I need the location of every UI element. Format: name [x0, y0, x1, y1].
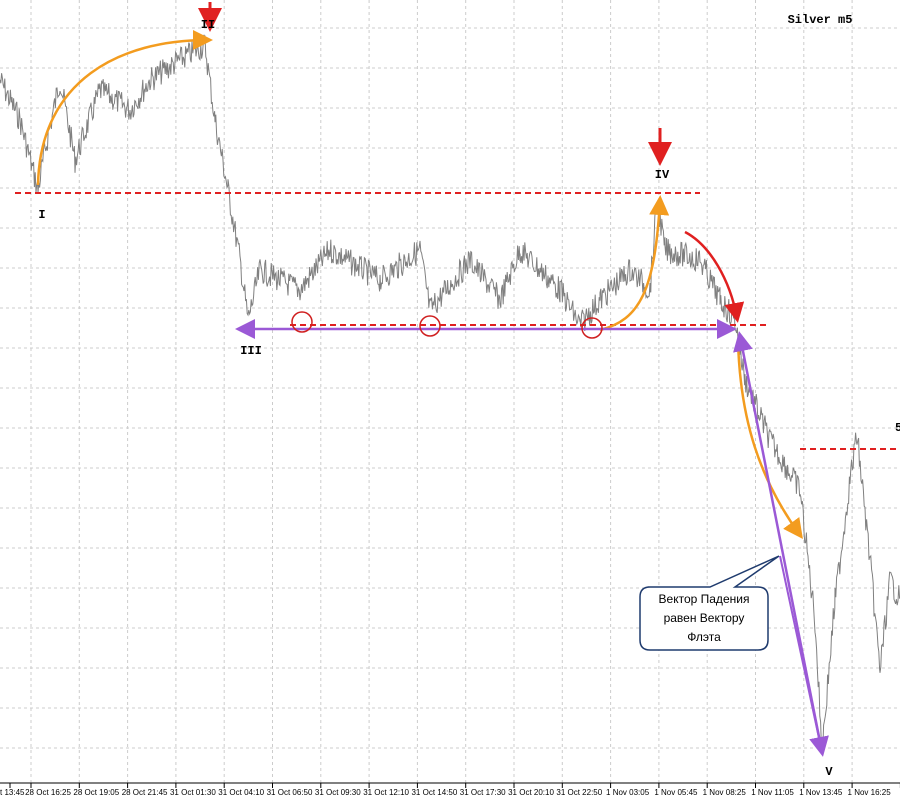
callout-text: Вектор Падения: [659, 592, 750, 606]
callout-box: [639, 555, 780, 651]
point-label: V: [825, 765, 833, 779]
x-tick-label: 1 Nov 05:45: [654, 788, 698, 797]
marker-circle: [419, 315, 441, 337]
x-tick-label: 28 Oct 16:25: [25, 788, 71, 797]
x-tick-label: 28 Oct 21:45: [122, 788, 168, 797]
x-tick-label: 31 Oct 04:10: [218, 788, 264, 797]
point-label: III: [240, 344, 262, 358]
x-tick-label: 31 Oct 14:50: [411, 788, 457, 797]
point-label: I: [38, 208, 45, 222]
marker-circle: [291, 311, 313, 333]
arrow: [684, 230, 745, 323]
grid: [0, 0, 900, 783]
point-label: II: [201, 18, 215, 32]
x-tick-label: 31 Oct 12:10: [363, 788, 409, 797]
x-tick-label: 31 Oct 06:50: [267, 788, 313, 797]
x-tick-label: 31 Oct 09:30: [315, 788, 361, 797]
x-tick-label: 1 Nov 13:45: [799, 788, 843, 797]
callout-text: равен Вектору: [664, 611, 745, 625]
fall-vector: [779, 555, 823, 753]
arrow: [36, 30, 213, 186]
x-tick-label: 1 Nov 08:25: [703, 788, 747, 797]
x-tick-label: 31 Oct 22:50: [556, 788, 602, 797]
x-tick-label: t 13:45: [0, 788, 25, 797]
x-axis-labels: t 13:45 28 Oct 16:25 28 Oct 19:05 28 Oct 21…: [0, 783, 900, 797]
x-tick-label: 1 Nov 16:25: [848, 788, 892, 797]
point-label: 5: [895, 421, 900, 435]
x-tick-label: 1 Nov 11:05: [751, 788, 794, 797]
callout-text: Флэта: [687, 630, 721, 644]
x-tick-label: 31 Oct 20:10: [508, 788, 554, 797]
annotations: Вектор Падения равен Вектору Флэта I II …: [15, 2, 900, 779]
fall-vector: [733, 331, 829, 757]
x-tick-label: 31 Oct 17:30: [460, 788, 506, 797]
chart-title: Silver m5: [788, 13, 853, 27]
point-label: IV: [655, 168, 670, 182]
marker-circle: [581, 317, 603, 339]
x-tick-label: 28 Oct 19:05: [73, 788, 119, 797]
x-tick-label: 31 Oct 01:30: [170, 788, 216, 797]
x-tick-label: 1 Nov 03:05: [606, 788, 650, 797]
